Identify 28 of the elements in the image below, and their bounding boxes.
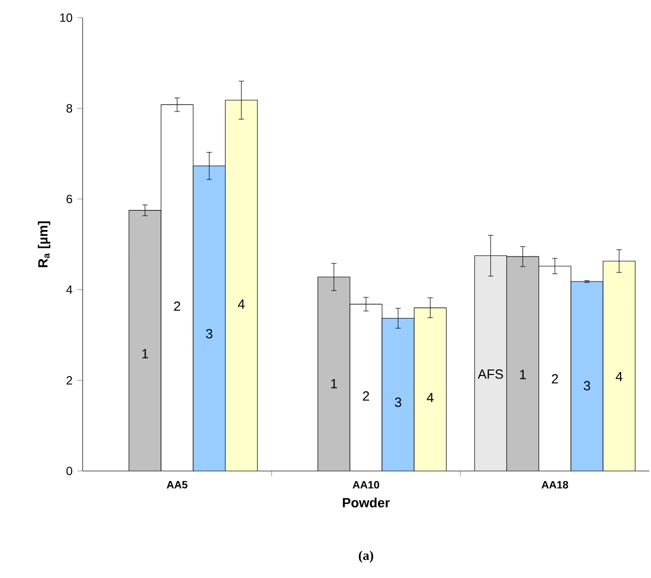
y-tick-label: 2: [66, 376, 72, 385]
text: 1: [331, 379, 337, 388]
x-tick-label: AA5: [166, 481, 188, 488]
text: 2: [362, 391, 370, 401]
y-tick-label: 0: [66, 466, 72, 476]
text: (a): [358, 550, 374, 563]
x-tick-label: AA10: [352, 481, 380, 489]
bar: [602, 260, 636, 471]
text: 3: [394, 398, 402, 407]
y-tick-label: 8: [66, 104, 72, 113]
series-label: 3: [584, 381, 590, 390]
text: 3: [206, 329, 212, 338]
text: 2: [552, 374, 558, 384]
series-label: 1: [142, 349, 148, 358]
text: 4: [238, 300, 245, 309]
bar: [225, 100, 258, 471]
y-tick-label: 10: [60, 13, 72, 22]
bar: [414, 308, 446, 471]
series-label: 2: [174, 302, 180, 311]
x-tick-label: AA18: [542, 481, 568, 489]
series-label: 4: [426, 392, 434, 402]
y-tick-label: 4: [66, 286, 72, 294]
y-tick-label: 6: [66, 194, 72, 204]
y-axis-title: R$_{a}$ [µm]: [38, 221, 50, 268]
text: 1: [520, 370, 526, 380]
text: 4: [616, 372, 622, 382]
series-label: AFS: [478, 369, 503, 379]
x-axis-title: Powder: [342, 498, 390, 508]
